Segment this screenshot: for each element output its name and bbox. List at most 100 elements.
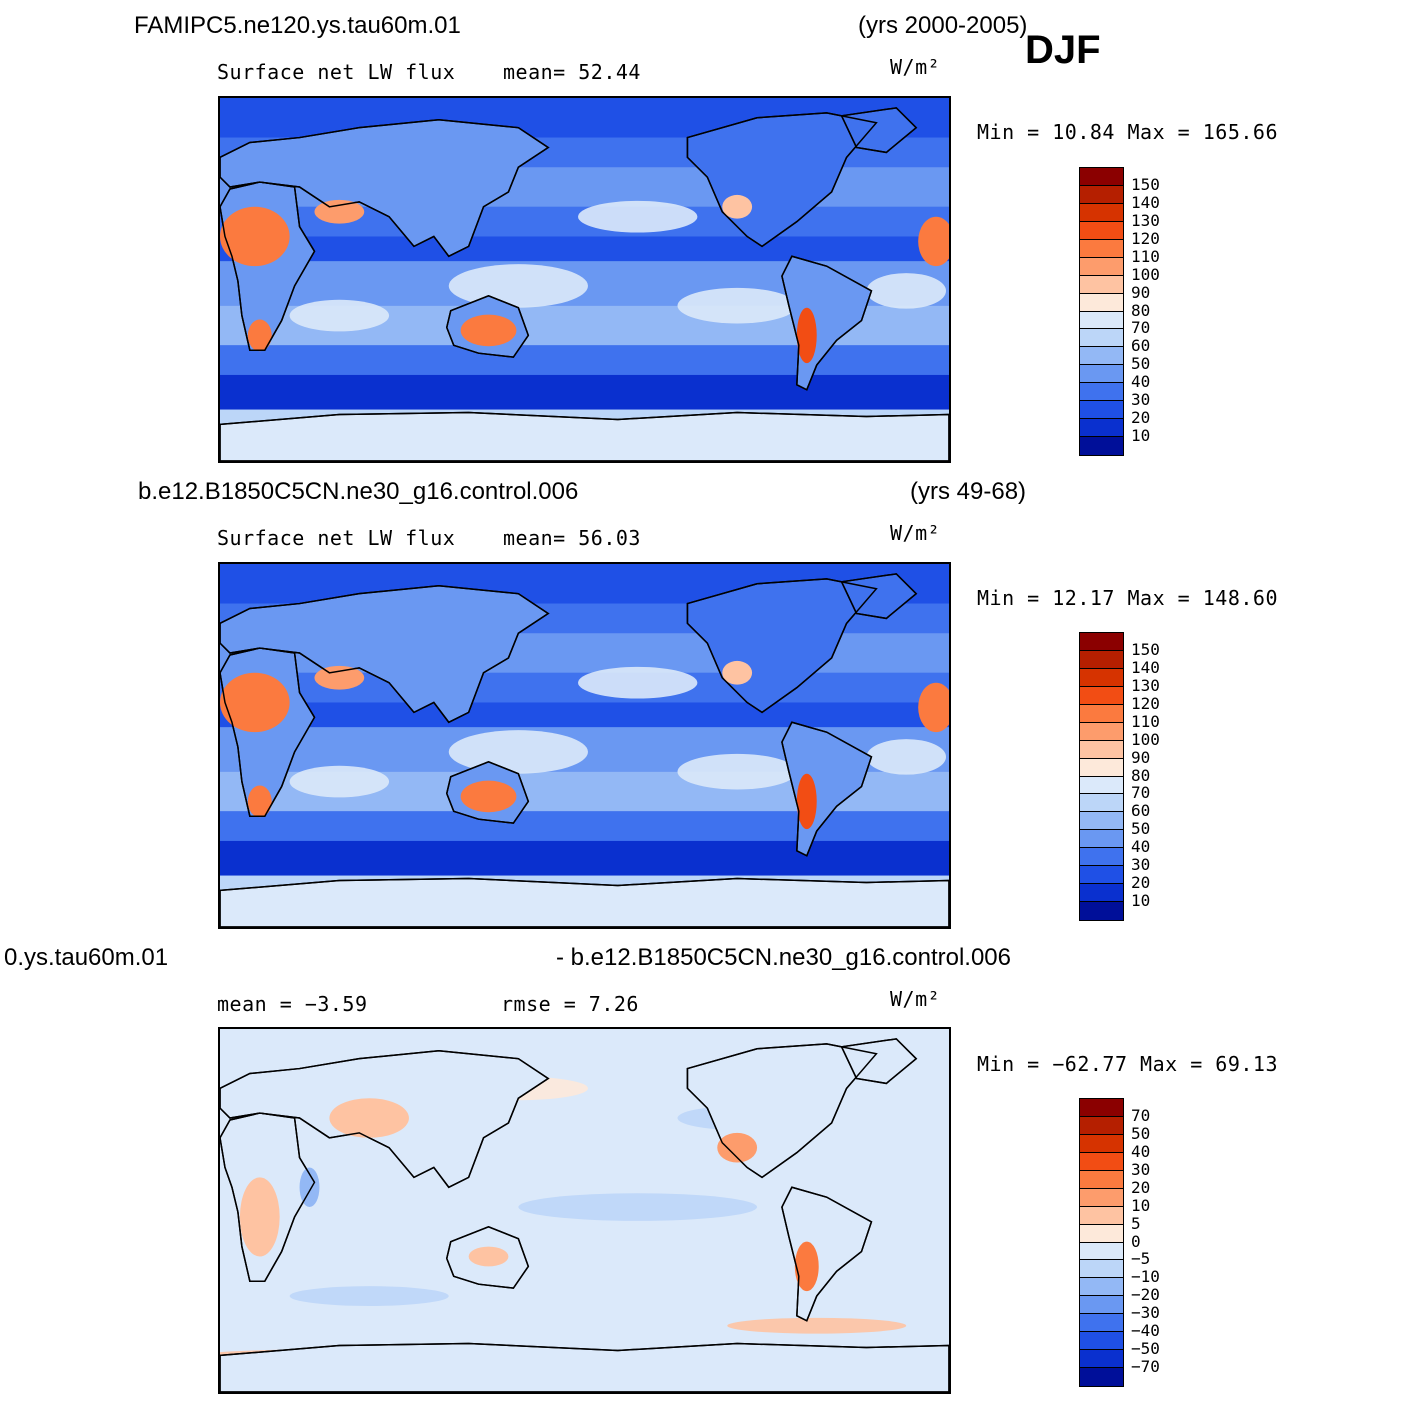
colorbar-tick-label: 10 <box>1131 891 1151 911</box>
colorbar-segment <box>1080 347 1123 366</box>
colorbar-segment <box>1080 668 1123 687</box>
colorbar-tick-label: 100 <box>1131 729 1160 749</box>
colorbar-segment <box>1080 1350 1123 1369</box>
colorbar-tick-label: 20 <box>1131 1177 1151 1197</box>
colorbar-tick-label: 40 <box>1131 1141 1151 1161</box>
colorbar-segment <box>1080 275 1123 294</box>
colorbar-segment <box>1080 902 1123 920</box>
colorbar-tick-label: 30 <box>1131 1159 1151 1179</box>
panel1-colorbar <box>1079 167 1124 456</box>
colorbar-segment <box>1080 776 1123 795</box>
colorbar-segment <box>1080 866 1123 885</box>
colorbar-segment <box>1080 329 1123 348</box>
colorbar-segment <box>1080 257 1123 276</box>
colorbar-tick-label: 110 <box>1131 711 1160 731</box>
panel1-mean: mean= 52.44 <box>503 60 641 84</box>
colorbar-tick-label: 80 <box>1131 765 1151 785</box>
colorbar-tick-label: −40 <box>1131 1321 1160 1341</box>
colorbar-tick-label: −20 <box>1131 1285 1160 1305</box>
colorbar-tick-label: 60 <box>1131 801 1151 821</box>
panel2-map-svg <box>220 564 949 927</box>
colorbar-segment <box>1080 722 1123 741</box>
colorbar-segment <box>1080 794 1123 813</box>
colorbar-tick-label: 10 <box>1131 426 1151 446</box>
colorbar-tick-label: 150 <box>1131 174 1160 194</box>
panel1-variable: Surface net LW flux <box>217 60 456 84</box>
colorbar-tick-label: 50 <box>1131 354 1151 374</box>
colorbar-segment <box>1080 1134 1123 1153</box>
panel1-map <box>218 96 951 463</box>
colorbar-tick-label: 100 <box>1131 264 1160 284</box>
colorbar-tick-label: −5 <box>1131 1249 1151 1269</box>
panel2-mean: mean= 56.03 <box>503 526 641 550</box>
panel2-minmax: Min = 12.17 Max = 148.60 <box>977 586 1278 610</box>
colorbar-segment <box>1080 239 1123 258</box>
colorbar-segment <box>1080 704 1123 723</box>
colorbar-segment <box>1080 221 1123 240</box>
colorbar-segment <box>1080 437 1123 455</box>
colorbar-segment <box>1080 1278 1123 1297</box>
panel2-years: (yrs 49-68) <box>910 478 1027 505</box>
colorbar-tick-label: 140 <box>1131 192 1160 212</box>
colorbar-segment <box>1080 293 1123 312</box>
panel2-map <box>218 562 951 929</box>
colorbar-segment <box>1080 168 1123 186</box>
panel1-case-title: FAMIPC5.ne120.ys.tau60m.01 <box>134 12 461 39</box>
colorbar-segment <box>1080 884 1123 903</box>
colorbar-tick-label: 140 <box>1131 657 1160 677</box>
panel3-mean: mean = −3.59 <box>217 992 368 1016</box>
colorbar-segment <box>1080 311 1123 330</box>
colorbar-segment <box>1080 686 1123 705</box>
colorbar-segment <box>1080 812 1123 831</box>
colorbar-segment <box>1080 848 1123 867</box>
colorbar-tick-label: 40 <box>1131 372 1151 392</box>
panel3-minmax: Min = −62.77 Max = 69.13 <box>977 1052 1278 1076</box>
colorbar-tick-label: 70 <box>1131 1105 1151 1125</box>
colorbar-tick-label: −70 <box>1131 1357 1160 1377</box>
colorbar-segment <box>1080 740 1123 759</box>
colorbar-segment <box>1080 1206 1123 1225</box>
colorbar-segment <box>1080 1224 1123 1243</box>
colorbar-segment <box>1080 1260 1123 1279</box>
colorbar-tick-label: 40 <box>1131 837 1151 857</box>
panel2-case-title: b.e12.B1850C5CN.ne30_g16.control.006 <box>138 478 579 505</box>
panel3-map <box>218 1027 951 1394</box>
colorbar-tick-label: 10 <box>1131 1195 1151 1215</box>
colorbar-tick-label: 90 <box>1131 282 1151 302</box>
colorbar-tick-label: 50 <box>1131 1123 1151 1143</box>
colorbar-tick-label: −10 <box>1131 1267 1160 1287</box>
panel1-minmax: Min = 10.84 Max = 165.66 <box>977 120 1278 144</box>
panel3-map-svg <box>220 1029 949 1392</box>
panel2-units: W/m² <box>890 521 941 545</box>
panel3-rmse: rmse = 7.26 <box>501 992 639 1016</box>
colorbar-tick-label: 70 <box>1131 783 1151 803</box>
panel2-colorbar <box>1079 632 1124 921</box>
colorbar-tick-label: −50 <box>1131 1339 1160 1359</box>
panel3-diff-title: - b.e12.B1850C5CN.ne30_g16.control.006 <box>556 944 1011 971</box>
colorbar-tick-label: 130 <box>1131 210 1160 230</box>
colorbar-segment <box>1080 1188 1123 1207</box>
colorbar-tick-label: 120 <box>1131 693 1160 713</box>
colorbar-segment <box>1080 1170 1123 1189</box>
colorbar-tick-label: 0 <box>1131 1231 1141 1251</box>
colorbar-segment <box>1080 1099 1123 1117</box>
season-label: DJF <box>1025 28 1101 72</box>
colorbar-segment <box>1080 1314 1123 1333</box>
panel2-variable: Surface net LW flux <box>217 526 456 550</box>
colorbar-tick-label: 110 <box>1131 246 1160 266</box>
colorbar-tick-label: 60 <box>1131 336 1151 356</box>
panel1-units: W/m² <box>890 55 941 79</box>
colorbar-segment <box>1080 203 1123 222</box>
colorbar-tick-label: 20 <box>1131 408 1151 428</box>
colorbar-segment <box>1080 758 1123 777</box>
colorbar-segment <box>1080 365 1123 384</box>
colorbar-segment <box>1080 1296 1123 1315</box>
colorbar-tick-label: 30 <box>1131 390 1151 410</box>
colorbar-tick-label: 90 <box>1131 747 1151 767</box>
colorbar-tick-label: 50 <box>1131 819 1151 839</box>
colorbar-tick-label: 30 <box>1131 855 1151 875</box>
colorbar-tick-label: 20 <box>1131 873 1151 893</box>
colorbar-segment <box>1080 1368 1123 1386</box>
colorbar-tick-label: 130 <box>1131 675 1160 695</box>
colorbar-segment <box>1080 650 1123 669</box>
